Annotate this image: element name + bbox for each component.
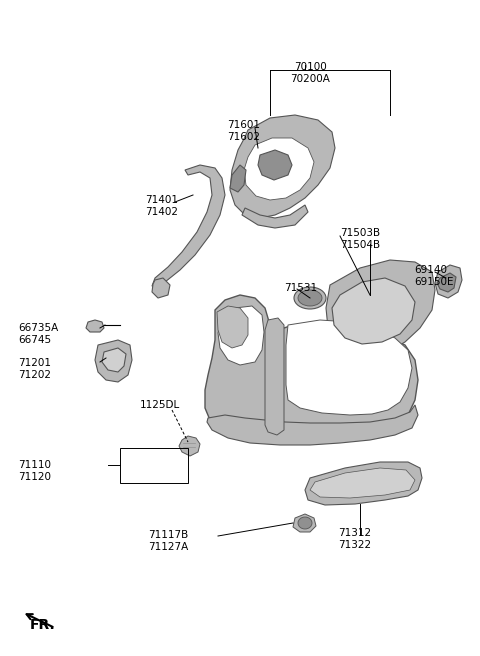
Polygon shape	[95, 340, 132, 382]
Polygon shape	[326, 260, 435, 355]
Text: 70100
70200A: 70100 70200A	[290, 62, 330, 83]
Text: FR.: FR.	[30, 618, 56, 632]
Polygon shape	[86, 320, 104, 332]
Bar	[120, 448, 188, 483]
Text: 71531: 71531	[284, 283, 317, 293]
Polygon shape	[217, 306, 248, 348]
Text: 71601
71602: 71601 71602	[227, 120, 260, 142]
Ellipse shape	[294, 287, 326, 309]
Polygon shape	[207, 405, 418, 445]
Polygon shape	[205, 295, 418, 440]
Polygon shape	[437, 273, 456, 292]
Polygon shape	[152, 165, 225, 288]
Text: 66735A
66745: 66735A 66745	[18, 323, 58, 344]
Polygon shape	[152, 278, 170, 298]
Polygon shape	[102, 348, 126, 372]
Text: 71117B
71127A: 71117B 71127A	[148, 530, 188, 552]
Polygon shape	[230, 115, 335, 218]
Polygon shape	[310, 468, 415, 498]
Polygon shape	[293, 514, 316, 532]
Text: 69140
69150E: 69140 69150E	[414, 265, 454, 287]
Text: 1125DL: 1125DL	[140, 400, 180, 410]
Polygon shape	[258, 150, 292, 180]
Polygon shape	[305, 462, 422, 505]
Polygon shape	[332, 278, 415, 344]
Text: 71401
71402: 71401 71402	[145, 195, 178, 216]
Polygon shape	[179, 436, 200, 456]
Polygon shape	[265, 318, 284, 435]
Text: 71201
71202: 71201 71202	[18, 358, 51, 380]
Polygon shape	[218, 306, 264, 365]
Text: 71110
71120: 71110 71120	[18, 460, 51, 482]
Polygon shape	[435, 265, 462, 298]
Text: 71503B
71504B: 71503B 71504B	[340, 228, 380, 249]
Text: 71312
71322: 71312 71322	[338, 528, 371, 550]
Polygon shape	[242, 205, 308, 228]
Polygon shape	[286, 320, 412, 415]
Ellipse shape	[298, 517, 312, 529]
Ellipse shape	[298, 290, 322, 306]
Polygon shape	[244, 138, 314, 200]
Polygon shape	[230, 165, 246, 192]
